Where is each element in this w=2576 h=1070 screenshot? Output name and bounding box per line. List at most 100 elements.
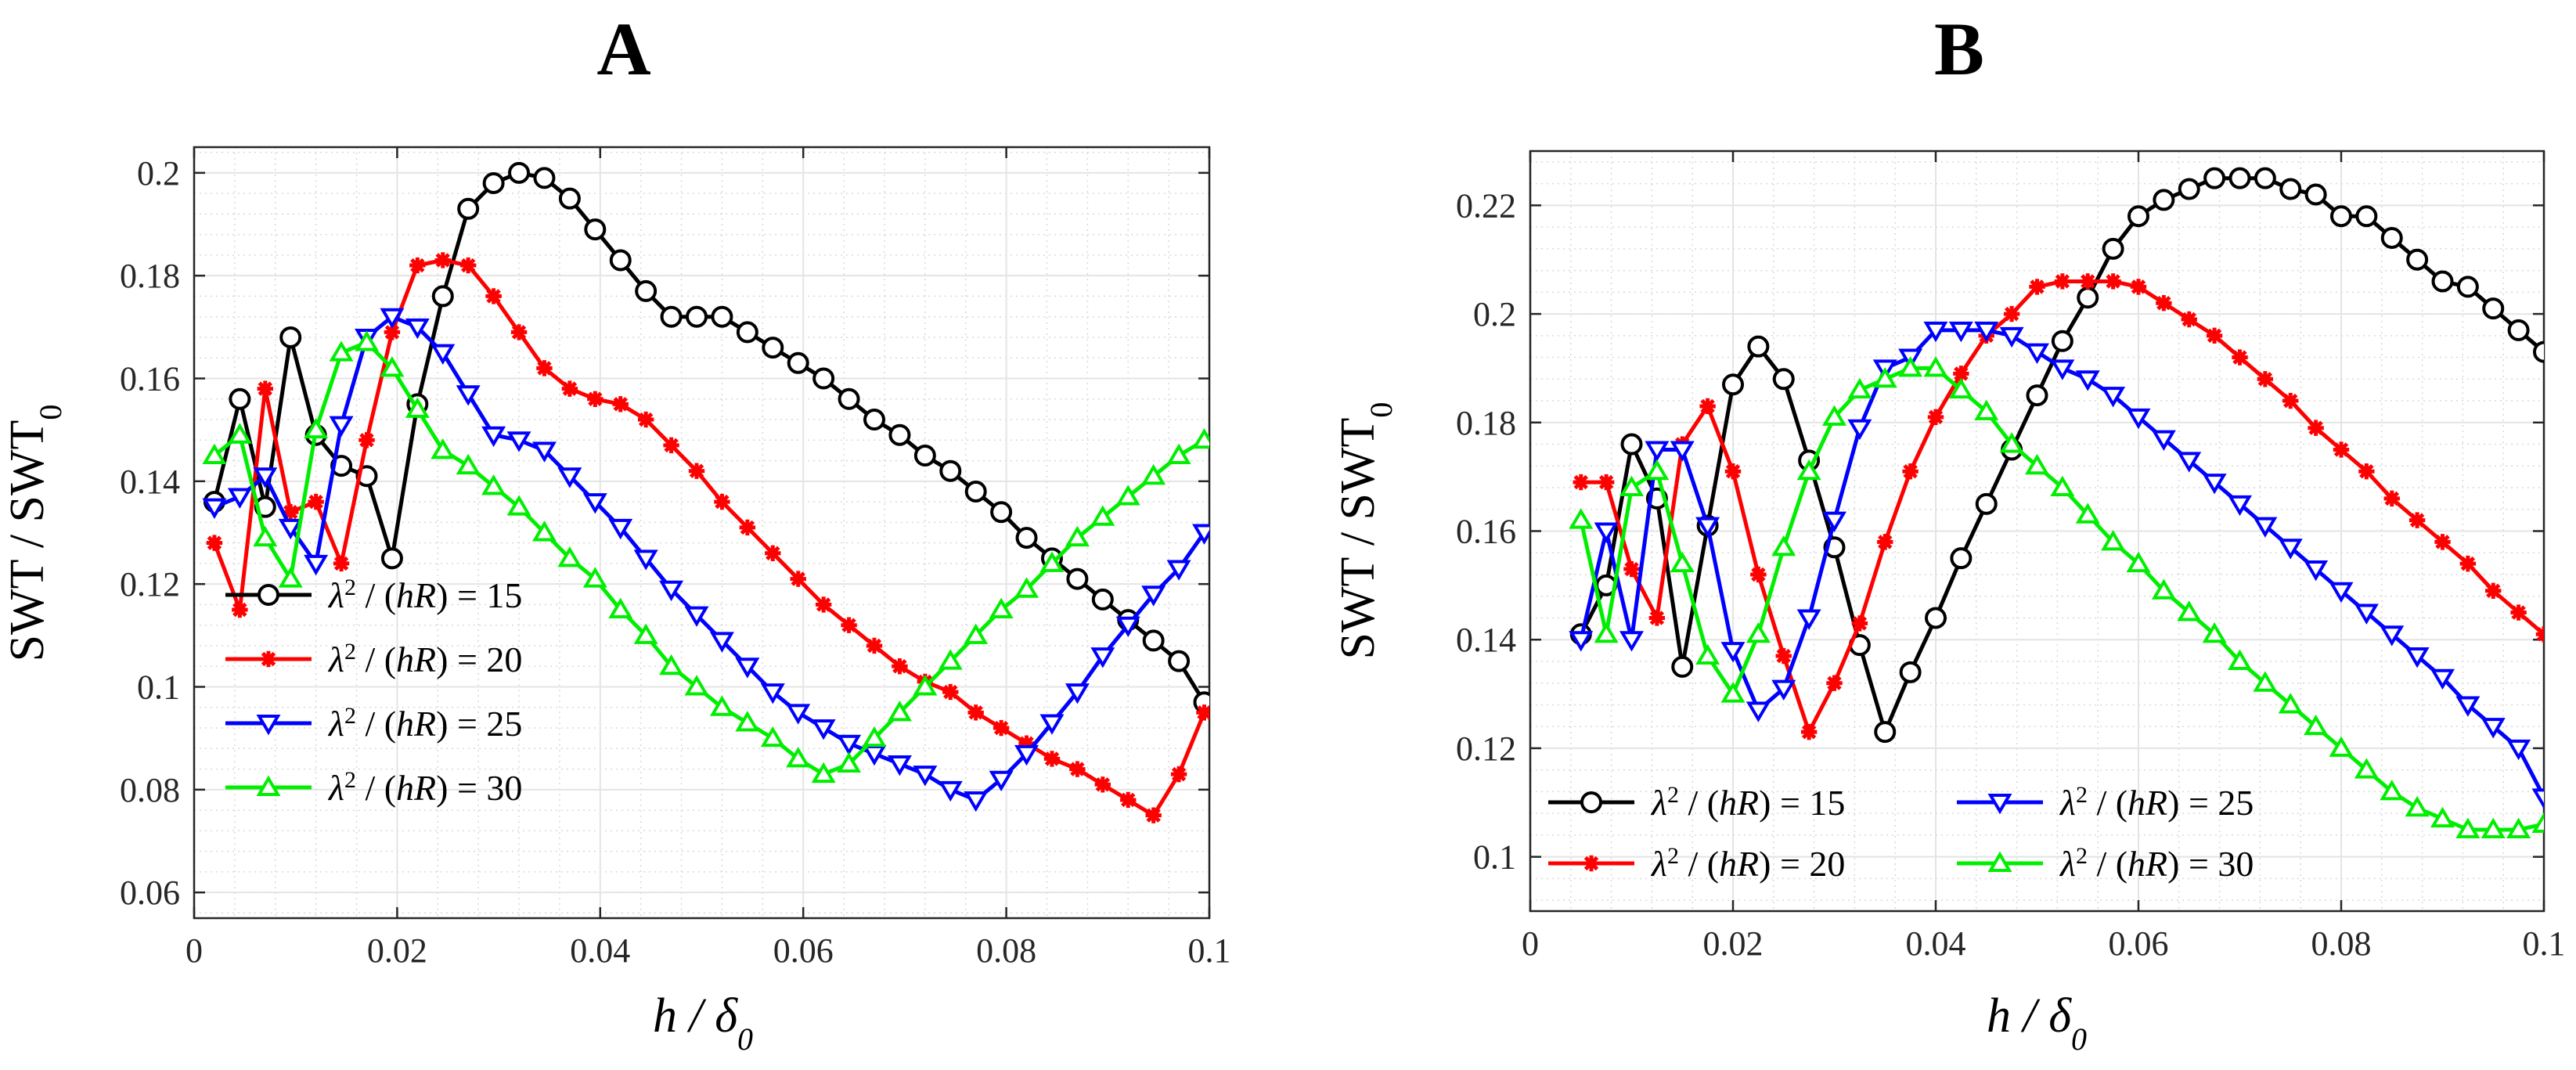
data-point	[278, 518, 303, 540]
legend-marker	[1580, 791, 1602, 813]
data-point	[1648, 610, 1666, 626]
data-point	[202, 498, 227, 520]
y-axis-label: SWT / SWT0	[1, 405, 68, 662]
panel-title: B	[1934, 7, 1984, 91]
data-point	[456, 453, 481, 475]
data-point	[2278, 539, 2303, 560]
data-point	[1923, 321, 1948, 343]
data-point	[1671, 655, 1694, 678]
data-point	[508, 161, 531, 184]
data-point	[1720, 642, 1746, 663]
data-point	[1724, 463, 1742, 480]
data-point	[1720, 682, 1746, 703]
data-point	[253, 467, 278, 488]
data-point	[2206, 327, 2223, 344]
data-point	[2431, 270, 2454, 293]
data-point	[202, 443, 227, 464]
data-point	[1670, 551, 1695, 573]
data-point	[659, 580, 684, 602]
data-point	[837, 751, 862, 773]
data-point	[1014, 577, 1039, 598]
data-point	[459, 257, 477, 274]
data-point	[790, 571, 806, 587]
data-point	[1569, 631, 1594, 652]
data-point	[2126, 408, 2151, 430]
data-point	[2531, 788, 2544, 809]
data-point	[1796, 459, 1821, 481]
x-tick-label: 0.06	[773, 931, 834, 970]
data-point	[2481, 817, 2506, 838]
data-point	[481, 426, 506, 448]
data-point	[1699, 398, 1716, 415]
data-point	[1953, 366, 1969, 382]
data-point	[939, 459, 962, 482]
data-point	[2383, 490, 2400, 507]
data-point	[1975, 492, 1998, 515]
data-point	[1747, 335, 1770, 358]
y-tick-label: 0.1	[137, 668, 180, 707]
y-tick-label: 0.18	[120, 257, 180, 295]
data-point	[506, 431, 531, 452]
data-point	[2507, 319, 2530, 341]
data-point	[1645, 441, 1670, 462]
data-point	[938, 649, 963, 670]
legend: λ2 / (hR) = 15 λ2 / (hR) = 20 λ2 / (hR) = …	[1548, 782, 2254, 884]
data-point	[608, 518, 633, 540]
data-point	[2506, 739, 2531, 761]
data-point	[533, 167, 556, 189]
data-point	[1598, 474, 1615, 491]
data-point	[206, 535, 223, 551]
data-point	[1899, 661, 1922, 683]
data-point	[329, 340, 354, 362]
data-point	[863, 409, 885, 431]
y-tick-label: 0.12	[1456, 730, 1516, 768]
data-point	[405, 397, 430, 418]
legend-label: λ2 / (hR) = 15	[1650, 782, 1845, 823]
data-point	[1877, 534, 1893, 550]
data-point	[1166, 443, 1191, 464]
data-point	[2278, 693, 2303, 714]
data-point	[557, 546, 582, 567]
legend-item-30: λ2 / (hR) = 30	[1957, 843, 2254, 884]
legend-marker	[1987, 851, 2012, 872]
legend-item-25: λ2 / (hR) = 25	[1957, 782, 2254, 823]
data-point	[811, 719, 836, 740]
data-point	[510, 324, 528, 340]
legend-item-15: λ2 / (hR) = 15	[225, 575, 522, 615]
data-point	[1120, 791, 1137, 809]
data-point	[2459, 555, 2477, 572]
data-point	[1950, 547, 1973, 570]
data-point	[684, 675, 709, 696]
data-point	[1670, 441, 1695, 462]
data-point	[2151, 430, 2176, 451]
data-point	[1851, 615, 1868, 632]
data-point	[2455, 696, 2481, 717]
data-point	[333, 555, 350, 572]
data-point	[1974, 321, 1999, 343]
data-point	[1594, 621, 1619, 643]
data-point	[2202, 474, 2227, 495]
data-point	[1166, 560, 1191, 581]
data-point	[888, 423, 911, 446]
data-point	[582, 567, 607, 588]
data-point	[663, 437, 679, 454]
data-point	[2354, 603, 2379, 625]
data-point	[1775, 647, 1792, 665]
x-tick-label: 0.1	[1188, 931, 1231, 970]
series-layer	[1569, 167, 2544, 838]
data-point	[2178, 178, 2200, 200]
data-point	[409, 257, 426, 274]
data-point	[1018, 735, 1035, 751]
data-point	[2126, 551, 2151, 573]
data-point	[2080, 273, 2096, 290]
data-point	[633, 549, 658, 571]
y-tick-label: 0.22	[1456, 186, 1516, 225]
legend-marker	[1987, 794, 2012, 815]
data-point	[1594, 522, 1619, 543]
data-point	[1039, 551, 1065, 572]
data-point	[765, 545, 781, 561]
data-point	[584, 218, 607, 241]
data-point	[2535, 626, 2544, 643]
data-point	[2257, 371, 2274, 387]
data-point	[1115, 616, 1140, 638]
